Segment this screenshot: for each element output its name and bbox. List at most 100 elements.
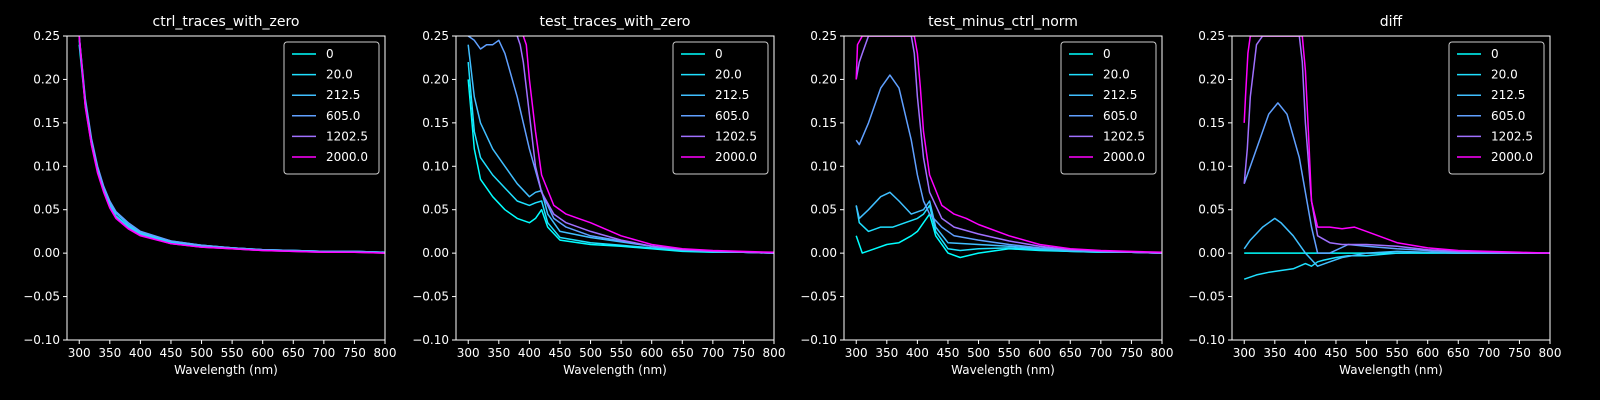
x-tick-label: 550	[221, 346, 244, 360]
y-tick-label: 0.05	[422, 203, 449, 217]
legend-label: 2000.0	[1491, 150, 1533, 164]
x-tick-label: 600	[640, 346, 663, 360]
series-lines	[855, 36, 1162, 259]
subplot-title: test_minus_ctrl_norm	[928, 14, 1078, 30]
legend-label: 212.5	[715, 88, 749, 102]
x-tick-label: 500	[967, 346, 990, 360]
x-tick-label: 500	[579, 346, 602, 360]
y-tick-label: 0.10	[33, 159, 60, 173]
x-tick-label: 800	[1539, 346, 1562, 360]
x-tick-label: 450	[937, 346, 960, 360]
x-tick-label: 500	[1355, 346, 1378, 360]
y-tick-label: 0.00	[1198, 246, 1225, 260]
legend-label: 20.0	[715, 68, 742, 82]
legend-label: 2000.0	[326, 150, 368, 164]
y-tick-label: 0.20	[422, 72, 449, 86]
legend-label: 0	[1491, 47, 1499, 61]
series-line-2000-0	[522, 36, 774, 254]
series-line-605-0	[78, 36, 385, 254]
legend-label: 212.5	[326, 88, 360, 102]
y-tick-label: 0.15	[1198, 116, 1225, 130]
y-tick-label: 0.10	[1198, 159, 1225, 173]
series-line-20-0	[855, 204, 1162, 254]
series-lines	[1243, 36, 1550, 280]
legend-label: 1202.5	[1103, 129, 1145, 143]
y-tick-label: −0.05	[412, 290, 449, 304]
legend-label: 0	[326, 47, 334, 61]
y-tick-label: 0.15	[422, 116, 449, 130]
y-tick-label: −0.10	[412, 333, 449, 347]
series-line-1202-5	[516, 36, 774, 254]
series-lines	[467, 36, 774, 254]
legend-label: 605.0	[1491, 109, 1525, 123]
legend-label: 2000.0	[1103, 150, 1145, 164]
legend-label: 1202.5	[715, 129, 757, 143]
x-tick-label: 650	[1447, 346, 1470, 360]
legend-label: 1202.5	[326, 129, 368, 143]
y-tick-label: 0.15	[810, 116, 837, 130]
legend-label: 605.0	[326, 109, 360, 123]
legend-label: 20.0	[1103, 68, 1130, 82]
axes-frame	[843, 35, 1163, 341]
y-tick-label: −0.05	[800, 290, 837, 304]
legend: 0 20.0 212.5 605.0 1202.5 2000.0	[1060, 41, 1157, 175]
series-line-0	[467, 79, 774, 254]
y-tick-label: 0.25	[1198, 29, 1225, 43]
subplot-3: test_minus_ctrl_norm 300 350 400 450 500 550 60…	[800, 14, 1173, 377]
series-line-20-0	[1243, 251, 1550, 280]
y-tick-label: −0.05	[23, 290, 60, 304]
legend: 0 20.0 212.5 605.0 1202.5 2000.0	[672, 41, 769, 175]
x-tick-label: 800	[374, 346, 397, 360]
x-tick-label: 400	[1294, 346, 1317, 360]
x-tick-label: 600	[1416, 346, 1439, 360]
axes-frame	[66, 35, 386, 341]
subplot-title: diff	[1380, 14, 1403, 30]
legend-label: 212.5	[1103, 88, 1137, 102]
subplot-4: diff 300 350 400 450 500 550 600 650 700 750 800 −0.…	[1188, 14, 1561, 377]
x-tick-label: 400	[129, 346, 152, 360]
y-tick-label: 0.10	[810, 159, 837, 173]
x-tick-label: 350	[98, 346, 121, 360]
x-tick-label: 350	[1263, 346, 1286, 360]
legend-label: 20.0	[326, 68, 353, 82]
subplot-title: test_traces_with_zero	[540, 14, 691, 30]
y-tick-label: −0.10	[1188, 333, 1225, 347]
x-tick-label: 550	[998, 346, 1021, 360]
legend-label: 605.0	[715, 109, 749, 123]
series-line-1202-5	[1243, 36, 1550, 254]
y-tick-label: 0.20	[33, 72, 60, 86]
legend-label: 20.0	[1491, 68, 1518, 82]
x-tick-label: 650	[1059, 346, 1082, 360]
x-tick-label: 300	[68, 346, 91, 360]
y-tick-label: −0.05	[1188, 290, 1225, 304]
subplot-2: test_traces_with_zero 300 350 400 450 500 550 6…	[412, 14, 785, 377]
x-axis-label: Wavelength (nm)	[174, 363, 278, 377]
y-tick-label: 0.20	[1198, 72, 1225, 86]
x-tick-label: 650	[282, 346, 305, 360]
legend-label: 212.5	[1491, 88, 1525, 102]
legend-label: 2000.0	[715, 150, 757, 164]
y-tick-label: −0.10	[23, 333, 60, 347]
x-tick-label: 700	[1477, 346, 1500, 360]
legend: 0 20.0 212.5 605.0 1202.5 2000.0	[283, 41, 380, 175]
x-tick-label: 700	[1089, 346, 1112, 360]
x-tick-label: 700	[312, 346, 335, 360]
y-tick-label: 0.25	[33, 29, 60, 43]
legend-label: 0	[715, 47, 723, 61]
x-tick-label: 450	[1325, 346, 1348, 360]
x-tick-label: 600	[1028, 346, 1051, 360]
x-tick-label: 600	[251, 346, 274, 360]
x-tick-label: 550	[1386, 346, 1409, 360]
legend-label: 0	[1103, 47, 1111, 61]
y-tick-label: 0.10	[422, 159, 449, 173]
y-tick-label: −0.10	[800, 333, 837, 347]
axes-frame	[455, 35, 775, 341]
x-tick-label: 400	[518, 346, 541, 360]
x-tick-label: 750	[1508, 346, 1531, 360]
y-tick-label: 0.00	[810, 246, 837, 260]
axes-frame	[1231, 35, 1551, 341]
legend-label: 1202.5	[1491, 129, 1533, 143]
x-tick-label: 400	[906, 346, 929, 360]
x-tick-label: 500	[190, 346, 213, 360]
x-tick-label: 750	[1120, 346, 1143, 360]
